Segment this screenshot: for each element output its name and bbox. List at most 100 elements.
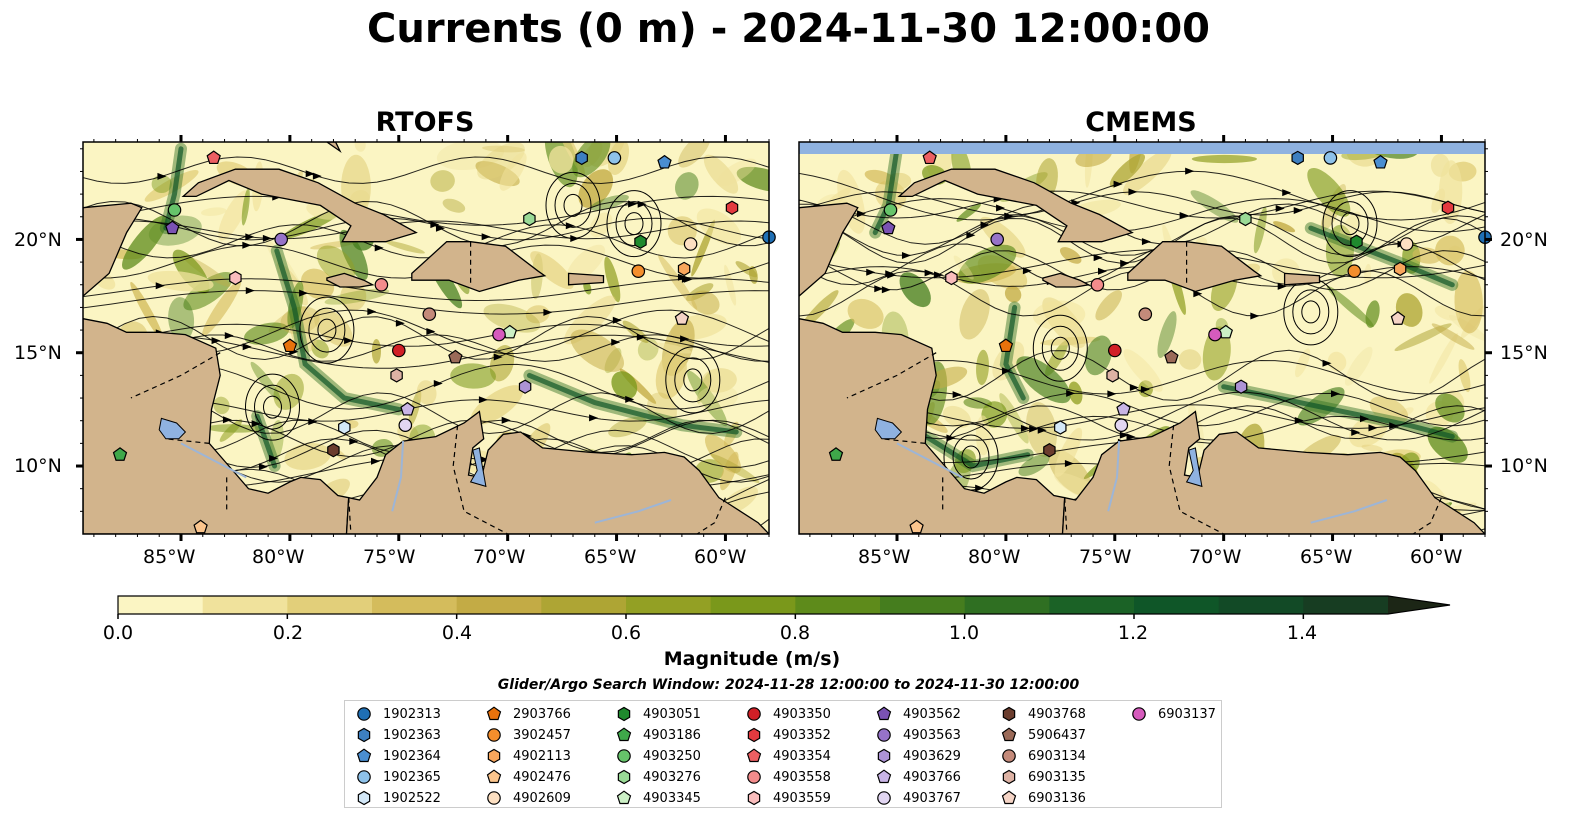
no-data-strip (799, 142, 1485, 154)
legend-label: 1902364 (383, 748, 441, 764)
circle-marker-icon (877, 728, 891, 742)
colorbar-bin (202, 596, 288, 614)
lat-label: 15°N (1500, 342, 1548, 364)
legend-marker (616, 727, 632, 742)
float-marker-4903766 (1116, 401, 1131, 416)
legend-label: 6903136 (1028, 790, 1086, 806)
legend-item-1902363: 1902363 (355, 725, 441, 745)
legend-item-4903354: 4903354 (745, 746, 831, 766)
circle-marker-icon (357, 707, 371, 721)
float-marker-4903250 (883, 203, 898, 217)
lon-label: 65°W (1300, 546, 1353, 568)
jamaica-land (1042, 272, 1091, 288)
float-marker-1902365 (607, 151, 622, 165)
pentagon-marker-icon (486, 706, 502, 721)
hexagon-marker-icon (747, 790, 761, 806)
yucatan-land (799, 202, 859, 297)
lon-label: 70°W (473, 546, 526, 568)
pentagon-marker-icon (876, 706, 892, 721)
legend-item-4903186: 4903186 (615, 725, 701, 745)
central-america-land (799, 318, 1066, 534)
legend-marker (357, 727, 371, 743)
float-marker-4903629 (1234, 379, 1248, 394)
legend-item-4903559: 4903559 (745, 788, 831, 808)
float-marker-6903135 (390, 368, 403, 383)
float-marker-4902609 (1399, 237, 1414, 251)
legend-marker (1002, 749, 1016, 763)
float-marker-4903345 (502, 324, 517, 339)
float-marker-4903563 (274, 232, 289, 247)
hexagon-marker-icon (617, 769, 631, 785)
float-marker-4903352 (1441, 200, 1455, 215)
legend-item-4903767: 4903767 (875, 788, 961, 808)
lon-label: 80°W (968, 546, 1021, 568)
colorbar-bin (795, 596, 881, 614)
puerto-rico-land (567, 272, 605, 286)
float-marker-1902365 (1323, 151, 1338, 165)
float-marker-6903136 (1390, 311, 1406, 325)
legend-marker (617, 749, 631, 763)
circle-marker-icon (487, 791, 501, 805)
colorbar-tick-label: 1.2 (1117, 622, 1149, 644)
legend-marker (486, 706, 502, 721)
float-marker-4903051 (634, 234, 647, 249)
legend-marker (747, 790, 761, 806)
float-marker-6903135 (1106, 368, 1119, 383)
float-marker-1902522 (1054, 420, 1067, 435)
colorbar-tick-label: 0.8 (779, 622, 811, 644)
cuba-land (181, 168, 418, 243)
colorbar-bin (964, 596, 1050, 614)
float-marker-4903563 (990, 232, 1005, 247)
legend-label: 4903563 (903, 727, 961, 743)
lat-label: 10°N (14, 455, 62, 477)
map-frame (798, 141, 1486, 535)
legend-label: 4903766 (903, 769, 961, 785)
float-marker-4903558 (374, 277, 389, 292)
colorbar-bin (541, 596, 627, 614)
colorbar-bin (287, 596, 373, 614)
colorbar-tick-label: 1.4 (1286, 622, 1318, 644)
hispaniola-land (1127, 241, 1263, 293)
float-marker-4903559 (945, 270, 958, 286)
legend-item-1902522: 1902522 (355, 788, 441, 808)
circle-marker-icon (1132, 707, 1146, 721)
legend-label: 4902113 (513, 748, 571, 764)
legend-label: 4903350 (773, 706, 831, 722)
colorbar-extend-arrow (1388, 596, 1450, 614)
colorbar-bin (1303, 596, 1389, 614)
circle-marker-icon (747, 770, 761, 784)
lat-label: 20°N (14, 229, 62, 251)
float-marker-5906437 (448, 349, 463, 364)
legend-marker (617, 706, 631, 722)
legend-marker (1001, 790, 1017, 805)
legend-label: 4903250 (643, 748, 701, 764)
hexagon-marker-icon (877, 748, 891, 764)
lake-nicaragua (158, 417, 187, 440)
circle-marker-icon (357, 770, 371, 784)
float-marker-4903186 (828, 447, 844, 461)
legend-marker (747, 770, 761, 784)
legend-item-4903629: 4903629 (875, 746, 961, 766)
legend-label: 4903276 (643, 769, 701, 785)
colorbar-bin (372, 596, 458, 614)
lon-label: 75°W (1079, 546, 1132, 568)
float-marker-4903767 (1114, 418, 1129, 433)
colorbar (117, 595, 1451, 619)
legend-label: 6903135 (1028, 769, 1086, 785)
legend-item-4903768: 4903768 (1000, 704, 1086, 724)
float-marker-1902364 (657, 154, 672, 169)
hispaniola-land (411, 241, 547, 293)
legend-item-6903137: 6903137 (1130, 704, 1216, 724)
legend-label: 1902522 (383, 790, 441, 806)
legend-item-4903766: 4903766 (875, 767, 961, 787)
legend-label: 2903766 (513, 706, 571, 722)
legend-item-1902365: 1902365 (355, 767, 441, 787)
lon-label: 80°W (252, 546, 305, 568)
lake-maracaibo (469, 447, 487, 488)
float-marker-4902113 (677, 261, 691, 277)
legend-label: 4903559 (773, 790, 831, 806)
float-marker-4903345 (1218, 324, 1233, 339)
lon-label: 60°W (694, 546, 747, 568)
yucatan-land (83, 202, 143, 297)
legend-marker (746, 748, 762, 763)
